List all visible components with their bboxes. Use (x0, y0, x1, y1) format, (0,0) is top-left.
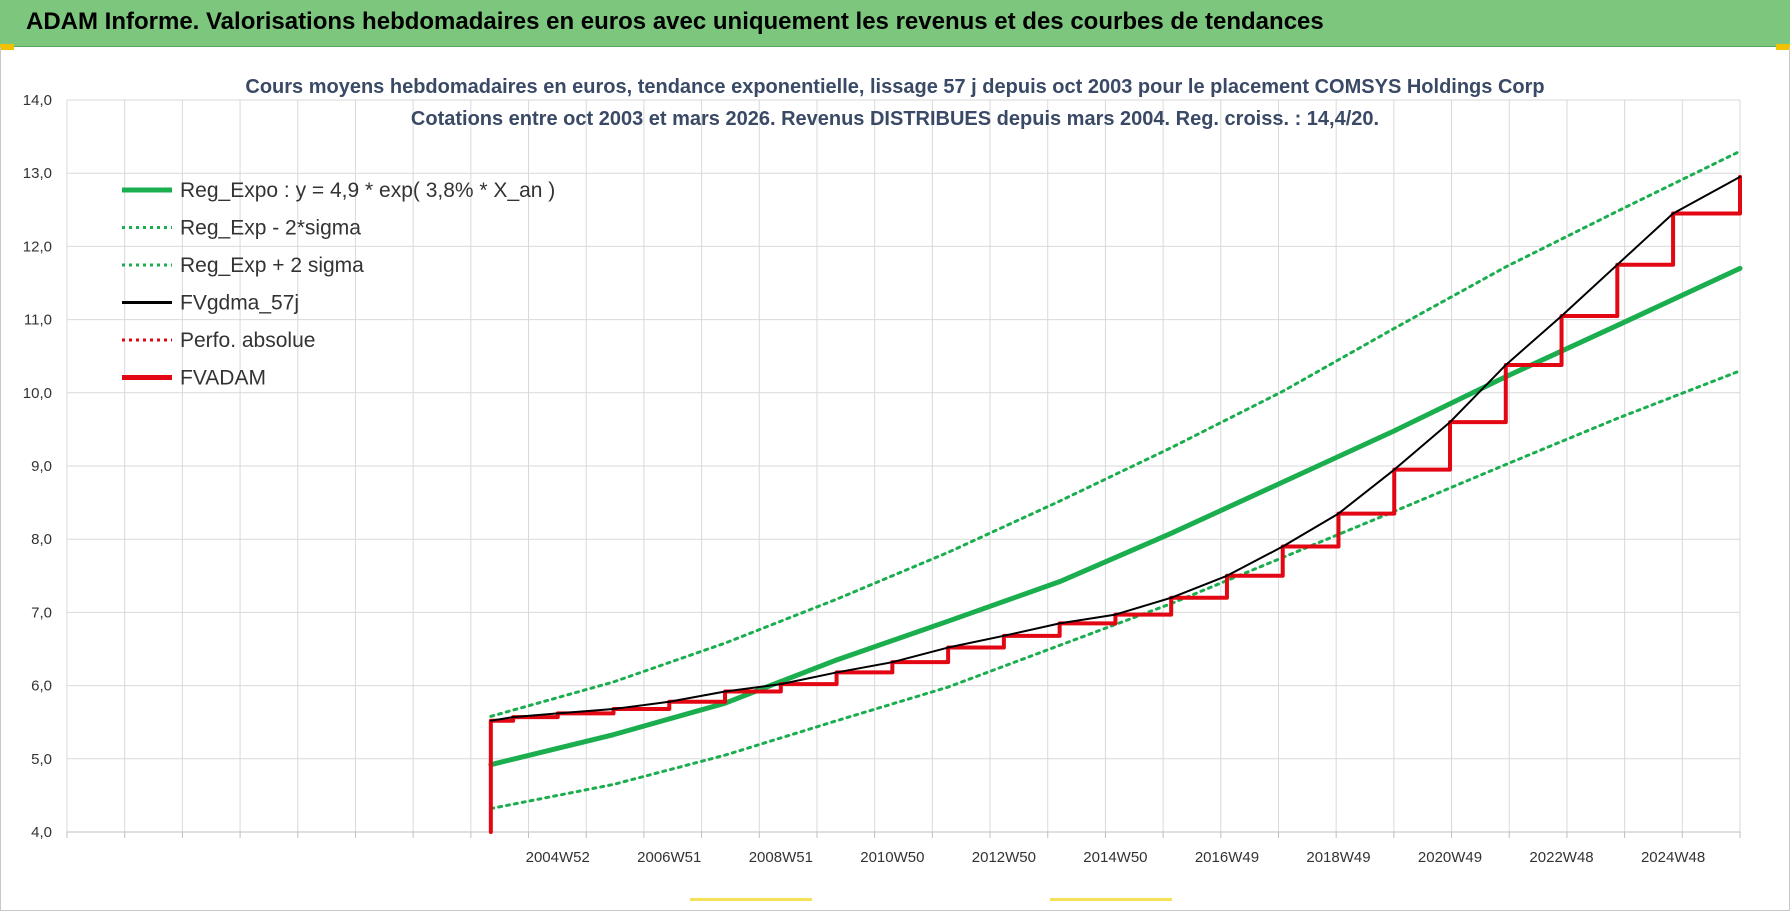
series-line-reg-exp-2-sigma (489, 369, 1742, 811)
legend-label: Reg_Expo : y = 4,9 * exp( 3,8% * X_an ) (180, 179, 555, 202)
chart-title-line-2: Cotations entre oct 2003 et mars 2026. R… (411, 108, 1379, 130)
x-tick-label: 2012W50 (972, 849, 1036, 866)
series-line-fvadam (488, 174, 1742, 834)
x-tick-label: 2022W48 (1529, 849, 1593, 866)
bottom-decoration-right (1050, 898, 1172, 901)
y-tick-label: 5,0 (31, 751, 52, 768)
y-tick-label: 12,0 (23, 238, 52, 255)
y-tick-label: 10,0 (23, 385, 52, 402)
chart-title-line-1: Cours moyens hebdomadaires en euros, ten… (245, 76, 1544, 98)
x-tick-label: 2006W51 (637, 849, 701, 866)
header-bar: ADAM Informe. Valorisations hebdomadaire… (0, 0, 1790, 47)
y-tick-label: 7,0 (31, 604, 52, 621)
y-tick-label: 14,0 (23, 92, 52, 109)
legend-label: FVgdma_57j (180, 292, 299, 315)
x-tick-label: 2016W49 (1195, 849, 1259, 866)
legend: Reg_Expo : y = 4,9 * exp( 3,8% * X_an ) R… (122, 179, 555, 390)
legend-label: FVADAM (180, 367, 266, 390)
x-tick-label: 2024W48 (1641, 849, 1705, 866)
series-line-fvgdma-57j (489, 175, 1741, 722)
corner-marker-top-right (1776, 44, 1790, 50)
x-tick-label: 2020W49 (1418, 849, 1482, 866)
legend-label: Perfo. absolue (180, 329, 315, 352)
legend-label: Reg_Exp - 2*sigma (180, 217, 361, 240)
corner-marker-top-left (0, 44, 14, 50)
x-tick-label: 2018W49 (1306, 849, 1370, 866)
series (488, 149, 1743, 834)
x-tick-label: 2008W51 (749, 849, 813, 866)
page-title: ADAM Informe. Valorisations hebdomadaire… (26, 8, 1324, 35)
bottom-decoration-left (690, 898, 812, 901)
y-tick-label: 9,0 (31, 458, 52, 475)
y-tick-label: 8,0 (31, 531, 52, 548)
grid (66, 99, 1741, 833)
y-tick-label: 4,0 (31, 824, 52, 841)
y-tick-label: 11,0 (24, 312, 52, 329)
legend-label: Reg_Exp + 2 sigma (180, 254, 364, 277)
series-line-reg-exp-2-sigma (489, 149, 1742, 718)
axes: 4,0 5,0 6,0 7,0 8,0 9,0 10,0 11,0 12,0 13,0 14,0 20… (23, 92, 1741, 866)
x-tick-label: 2010W50 (860, 849, 924, 866)
series-line-reg-expo-y-4-9-exp-3-8-x-an (488, 265, 1743, 768)
x-tick-label: 2004W52 (526, 849, 590, 866)
x-tick-label: 2014W50 (1083, 849, 1147, 866)
y-tick-label: 6,0 (31, 678, 52, 695)
y-tick-label: 13,0 (23, 165, 52, 182)
